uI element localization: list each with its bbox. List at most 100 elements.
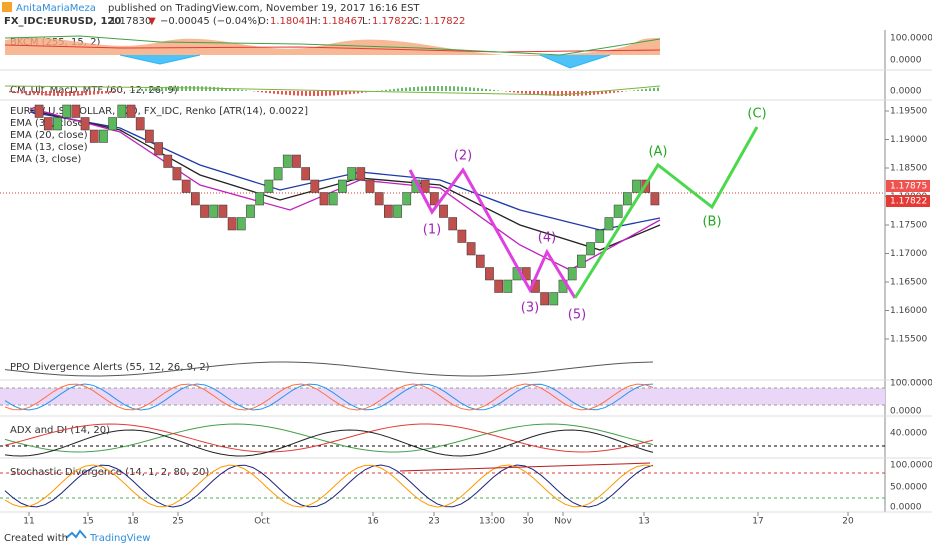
wave-label: (4) bbox=[538, 231, 556, 246]
renko-brick bbox=[319, 192, 329, 206]
author[interactable]: AnitaMariaMeza bbox=[16, 3, 96, 14]
o-label: O: bbox=[258, 16, 269, 27]
renko-brick bbox=[549, 292, 559, 306]
renko-brick bbox=[71, 104, 81, 118]
renko-brick bbox=[439, 204, 448, 218]
renko-brick bbox=[457, 229, 467, 243]
renko-brick bbox=[356, 167, 366, 181]
wave-label: (C) bbox=[747, 107, 766, 122]
renko-brick bbox=[475, 254, 485, 268]
bkcm-line bbox=[4, 35, 661, 56]
renko-brick bbox=[218, 204, 228, 218]
wave-label: (5) bbox=[568, 308, 586, 323]
panel-label: PPO Divergence Alerts (55, 12, 26, 9, 2) bbox=[10, 362, 210, 373]
renko-brick bbox=[338, 179, 347, 193]
price-tick: 1.19000 bbox=[890, 135, 927, 145]
renko-brick bbox=[503, 279, 513, 293]
renko-brick bbox=[567, 267, 577, 281]
indicator-label: EMA (3, close) bbox=[10, 154, 81, 165]
renko-brick bbox=[181, 179, 191, 193]
renko-brick bbox=[246, 204, 255, 218]
renko-brick bbox=[586, 242, 595, 256]
price-tick: 1.17000 bbox=[890, 249, 927, 259]
renko-brick bbox=[448, 217, 458, 231]
l-label: L: bbox=[362, 16, 371, 27]
renko-brick bbox=[117, 104, 127, 118]
wave-label: (2) bbox=[454, 149, 472, 164]
indicator-label: EURO / U.S. DOLLAR, 120, FX_IDC, Renko [… bbox=[10, 106, 308, 117]
renko-brick bbox=[53, 117, 62, 131]
renko-brick bbox=[301, 167, 310, 181]
indicator-label: EMA (13, close) bbox=[10, 142, 88, 153]
renko-brick bbox=[577, 254, 586, 268]
avatar bbox=[2, 2, 12, 12]
panel-tick: 0.0000 bbox=[890, 503, 922, 513]
panel-tick: 50.0000 bbox=[890, 483, 927, 493]
panel-tick: 0.0000 bbox=[890, 87, 922, 97]
renko-brick bbox=[126, 104, 136, 118]
created-with: Created with bbox=[4, 533, 68, 544]
renko-brick bbox=[466, 242, 476, 256]
renko-brick bbox=[34, 104, 44, 118]
x-label: 15 bbox=[82, 517, 93, 527]
x-label: Oct bbox=[254, 517, 270, 527]
renko-brick bbox=[393, 204, 402, 218]
x-label: Nov bbox=[554, 517, 572, 527]
renko-brick bbox=[43, 117, 53, 131]
panel-tick: 0.0000 bbox=[890, 56, 922, 66]
x-label: 17 bbox=[752, 517, 763, 527]
wave-impulse bbox=[408, 167, 577, 299]
renko-brick bbox=[62, 104, 72, 118]
renko-brick bbox=[99, 129, 108, 143]
wave-correction bbox=[573, 126, 759, 299]
price-tick: 1.19500 bbox=[890, 107, 927, 117]
x-label: 25 bbox=[172, 517, 183, 527]
renko-brick bbox=[310, 179, 320, 193]
h-label: H: bbox=[310, 16, 321, 27]
renko-brick bbox=[236, 217, 246, 231]
renko-brick bbox=[191, 192, 200, 206]
renko-brick bbox=[632, 179, 641, 193]
price-tick: 1.16000 bbox=[890, 306, 927, 316]
c-label: C: bbox=[412, 16, 422, 27]
renko-brick bbox=[80, 117, 90, 131]
renko-brick bbox=[89, 129, 99, 143]
panel-tick: 100.0000 bbox=[890, 379, 932, 389]
price-tag-label: 1.17875 bbox=[890, 182, 927, 192]
renko-brick bbox=[347, 167, 356, 181]
renko-brick bbox=[135, 117, 145, 131]
stochrsi-d bbox=[4, 383, 654, 411]
renko-brick bbox=[273, 167, 283, 181]
renko-brick bbox=[429, 192, 439, 206]
renko-brick bbox=[613, 204, 623, 218]
renko-brick bbox=[650, 192, 660, 206]
renko-brick bbox=[264, 179, 274, 193]
arrow: ▼ bbox=[148, 16, 156, 27]
renko-brick bbox=[255, 192, 265, 206]
close: 1.17822 bbox=[424, 16, 465, 27]
renko-brick bbox=[163, 154, 173, 168]
stoch-d bbox=[4, 464, 654, 508]
renko-brick bbox=[108, 117, 117, 131]
price-tag bbox=[886, 195, 930, 207]
published: published on TradingView.com, November 1… bbox=[108, 3, 420, 14]
change: −0.00045 (−0.04%) bbox=[160, 16, 261, 27]
price-tick: 1.16500 bbox=[890, 278, 927, 288]
x-label: 20 bbox=[842, 517, 854, 527]
renko-brick bbox=[365, 179, 375, 193]
renko-brick bbox=[292, 154, 301, 168]
renko-brick bbox=[485, 267, 494, 281]
price-tick: 1.15500 bbox=[890, 335, 927, 345]
bkcm-line bbox=[4, 44, 661, 53]
bkcm-area-neg bbox=[119, 54, 611, 69]
symbol: FX_IDC:EURUSD, 120 bbox=[4, 16, 121, 27]
x-label: 18 bbox=[127, 517, 139, 527]
adx-line bbox=[4, 429, 654, 457]
panel-tick: 100.0000 bbox=[890, 461, 932, 471]
logo bbox=[65, 529, 87, 539]
wave-label: (A) bbox=[648, 145, 667, 160]
x-label: 16 bbox=[367, 517, 379, 527]
brand[interactable]: TradingView bbox=[89, 533, 150, 544]
